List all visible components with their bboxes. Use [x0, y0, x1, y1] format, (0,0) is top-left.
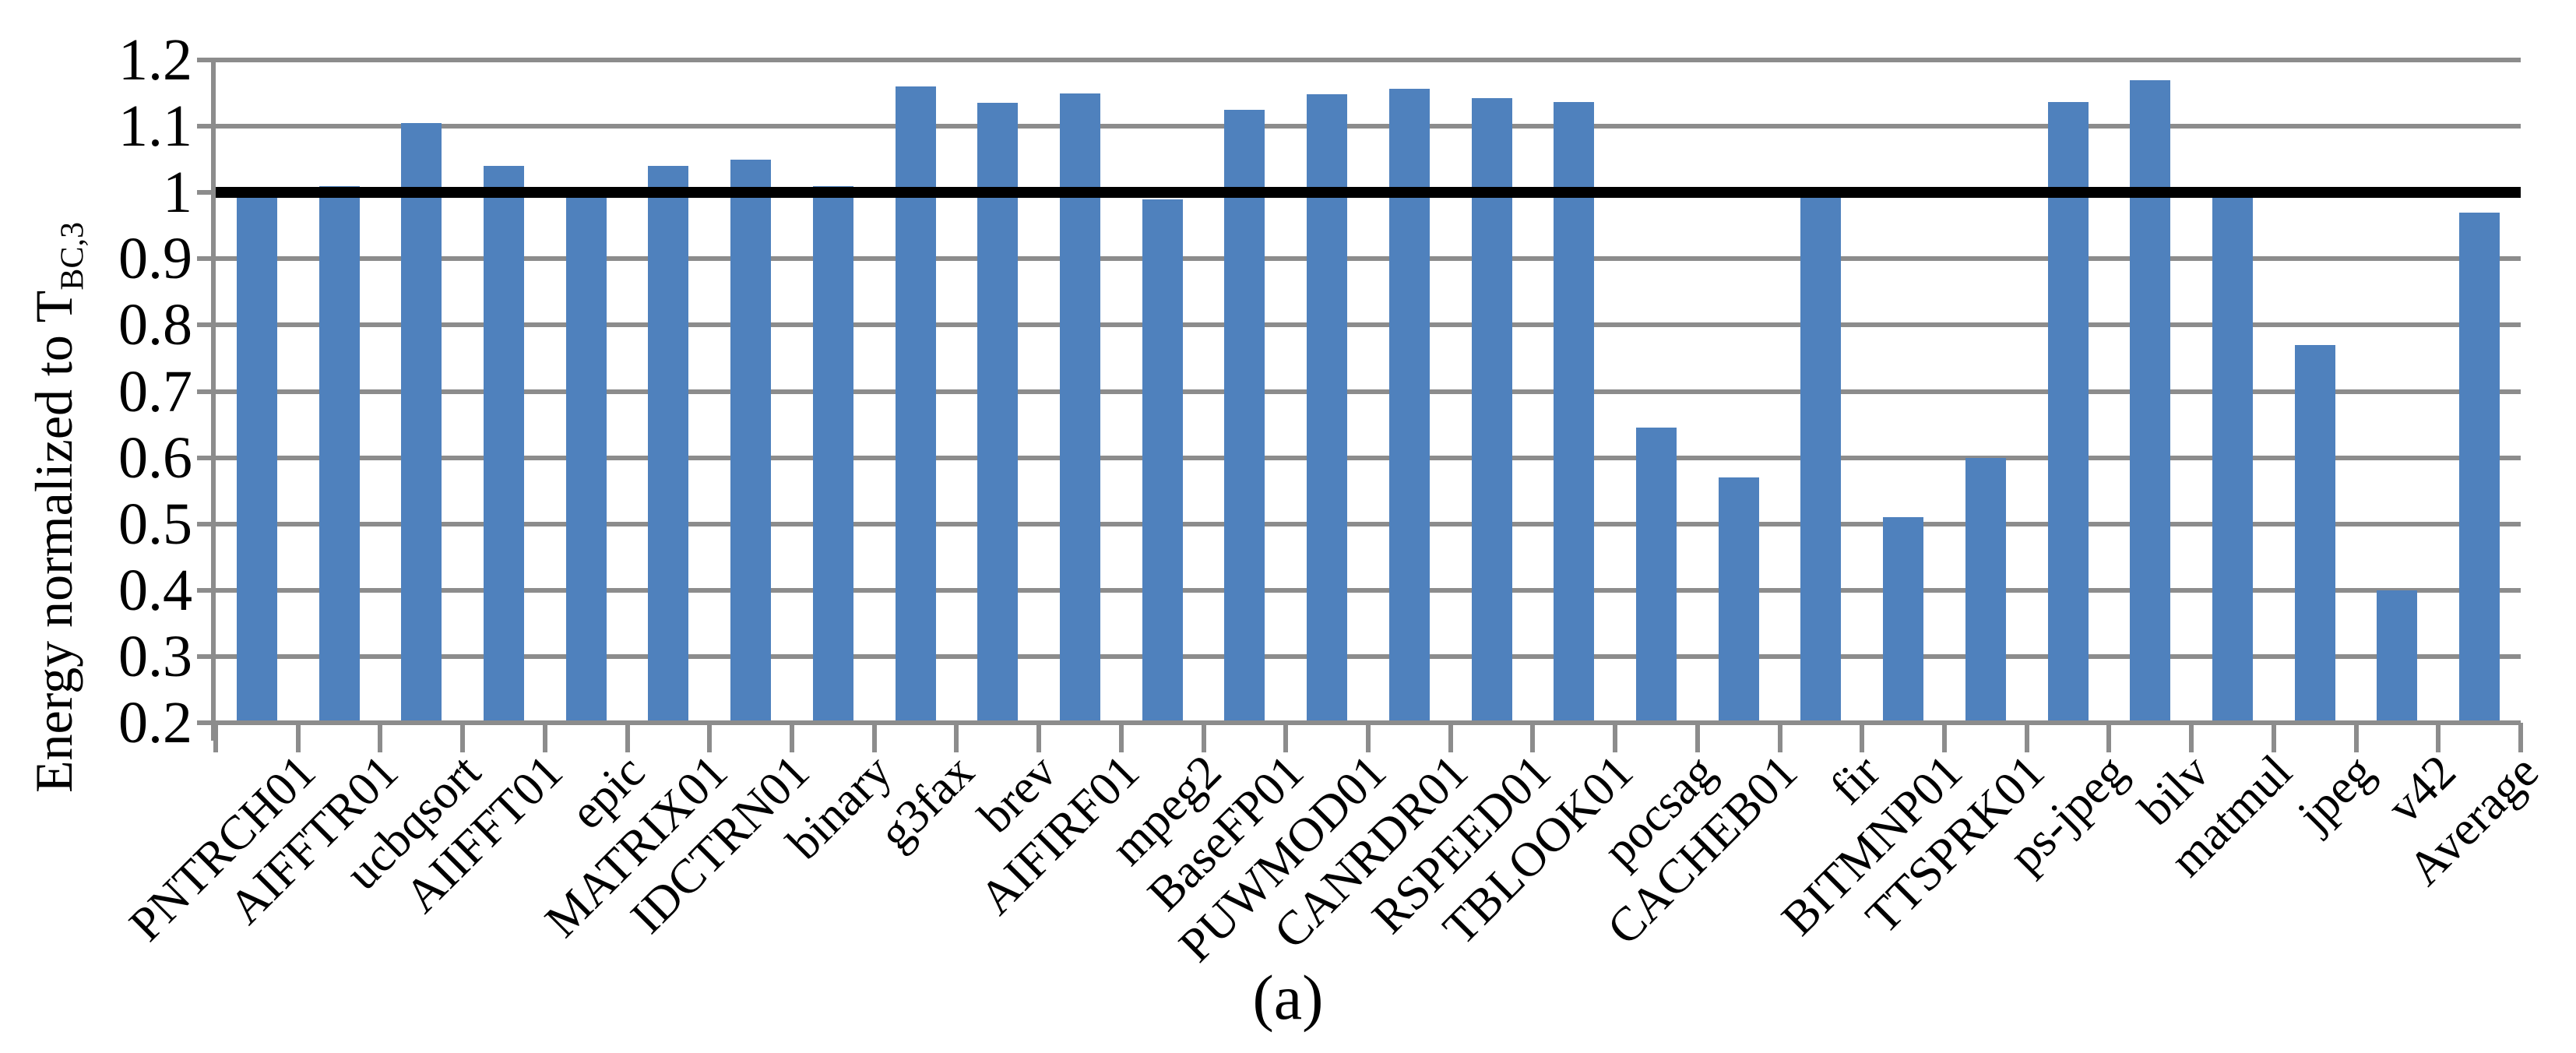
- gridline: [216, 256, 2521, 262]
- bar: [1965, 457, 2006, 723]
- y-tick: [197, 521, 216, 526]
- y-tick-label: 1.2: [118, 27, 192, 93]
- x-tick: [1860, 723, 1865, 752]
- gridline: [216, 587, 2521, 593]
- x-tick: [1694, 723, 1700, 752]
- gridline: [216, 58, 2521, 62]
- bar: [2459, 212, 2500, 723]
- gridline: [216, 455, 2521, 460]
- bar: [1224, 109, 1265, 723]
- bar: [977, 103, 1019, 723]
- y-tick: [197, 124, 216, 129]
- x-tick: [2436, 723, 2441, 752]
- x-tick: [871, 723, 877, 752]
- x-tick: [1283, 723, 1289, 752]
- x-tick: [542, 723, 547, 752]
- x-tick: [2189, 723, 2194, 752]
- x-tick: [1942, 723, 1947, 752]
- bar: [565, 192, 607, 723]
- y-tick-label: 0.2: [118, 690, 192, 755]
- gridline: [216, 389, 2521, 394]
- bar: [1800, 192, 1842, 723]
- bar: [1883, 517, 1924, 723]
- x-tick: [790, 723, 794, 752]
- bar: [812, 185, 853, 723]
- gridline: [216, 124, 2521, 129]
- y-tick: [197, 322, 216, 328]
- x-tick: [213, 723, 218, 752]
- y-tick-label: 0.6: [118, 424, 192, 491]
- y-axis-line: [211, 58, 216, 741]
- gridline: [216, 322, 2521, 328]
- y-tick: [197, 720, 216, 725]
- y-tick: [197, 587, 216, 593]
- y-tick: [197, 455, 216, 460]
- y-tick: [197, 256, 216, 262]
- reference-line: [216, 187, 2521, 199]
- x-tick: [1366, 723, 1371, 752]
- bar: [2294, 344, 2335, 723]
- bar: [1142, 199, 1183, 723]
- bar: [2130, 79, 2171, 723]
- x-tick: [378, 723, 383, 752]
- y-tick-label: 0.3: [118, 623, 192, 689]
- x-tick: [1118, 723, 1124, 752]
- x-tick: [707, 723, 713, 752]
- x-category-label: g3fax: [869, 745, 985, 861]
- x-tick: [2353, 723, 2359, 752]
- x-tick: [1448, 723, 1453, 752]
- y-tick: [197, 653, 216, 659]
- bar: [648, 166, 689, 723]
- bar: [1307, 94, 1348, 723]
- y-tick-label: 1: [163, 160, 192, 226]
- y-tick: [197, 58, 216, 62]
- y-tick-label: 1.1: [118, 93, 192, 160]
- bar: [2212, 192, 2253, 723]
- bar: [236, 192, 277, 723]
- y-tick-label: 0.7: [118, 358, 192, 424]
- bar: [318, 185, 360, 723]
- y-tick-label: 0.4: [118, 557, 192, 623]
- x-tick: [625, 723, 630, 752]
- x-tick: [2518, 723, 2523, 752]
- x-tick: [2271, 723, 2276, 752]
- x-tick: [1530, 723, 1536, 752]
- bar: [1718, 477, 1759, 723]
- gridline: [216, 653, 2521, 659]
- bar: [401, 122, 442, 723]
- x-tick: [954, 723, 959, 752]
- bar: [1636, 428, 1677, 723]
- y-tick-label: 0.8: [118, 292, 192, 358]
- x-tick: [2024, 723, 2029, 752]
- y-tick: [197, 389, 216, 394]
- y-tick-label: 0.9: [118, 226, 192, 292]
- x-tick: [460, 723, 466, 752]
- bar: [895, 86, 936, 723]
- x-axis-line: [211, 720, 2521, 725]
- y-tick: [197, 190, 216, 195]
- bar: [1554, 102, 1595, 723]
- bar: [730, 159, 772, 723]
- bar: [1060, 93, 1100, 723]
- bar: [1471, 97, 1512, 723]
- caption: (a): [1252, 962, 1324, 1033]
- y-tick-label: 0.5: [118, 491, 192, 557]
- x-tick: [1777, 723, 1782, 752]
- x-tick: [2106, 723, 2112, 752]
- x-category-label: jpeg: [2287, 745, 2384, 842]
- bar: [2377, 590, 2418, 723]
- x-tick: [1613, 723, 1618, 752]
- bar: [484, 166, 524, 723]
- x-tick: [295, 723, 301, 752]
- gridline: [216, 521, 2521, 526]
- bar: [2047, 101, 2089, 723]
- x-tick: [1201, 723, 1206, 752]
- x-tick: [1036, 723, 1042, 752]
- bar: [1388, 88, 1430, 723]
